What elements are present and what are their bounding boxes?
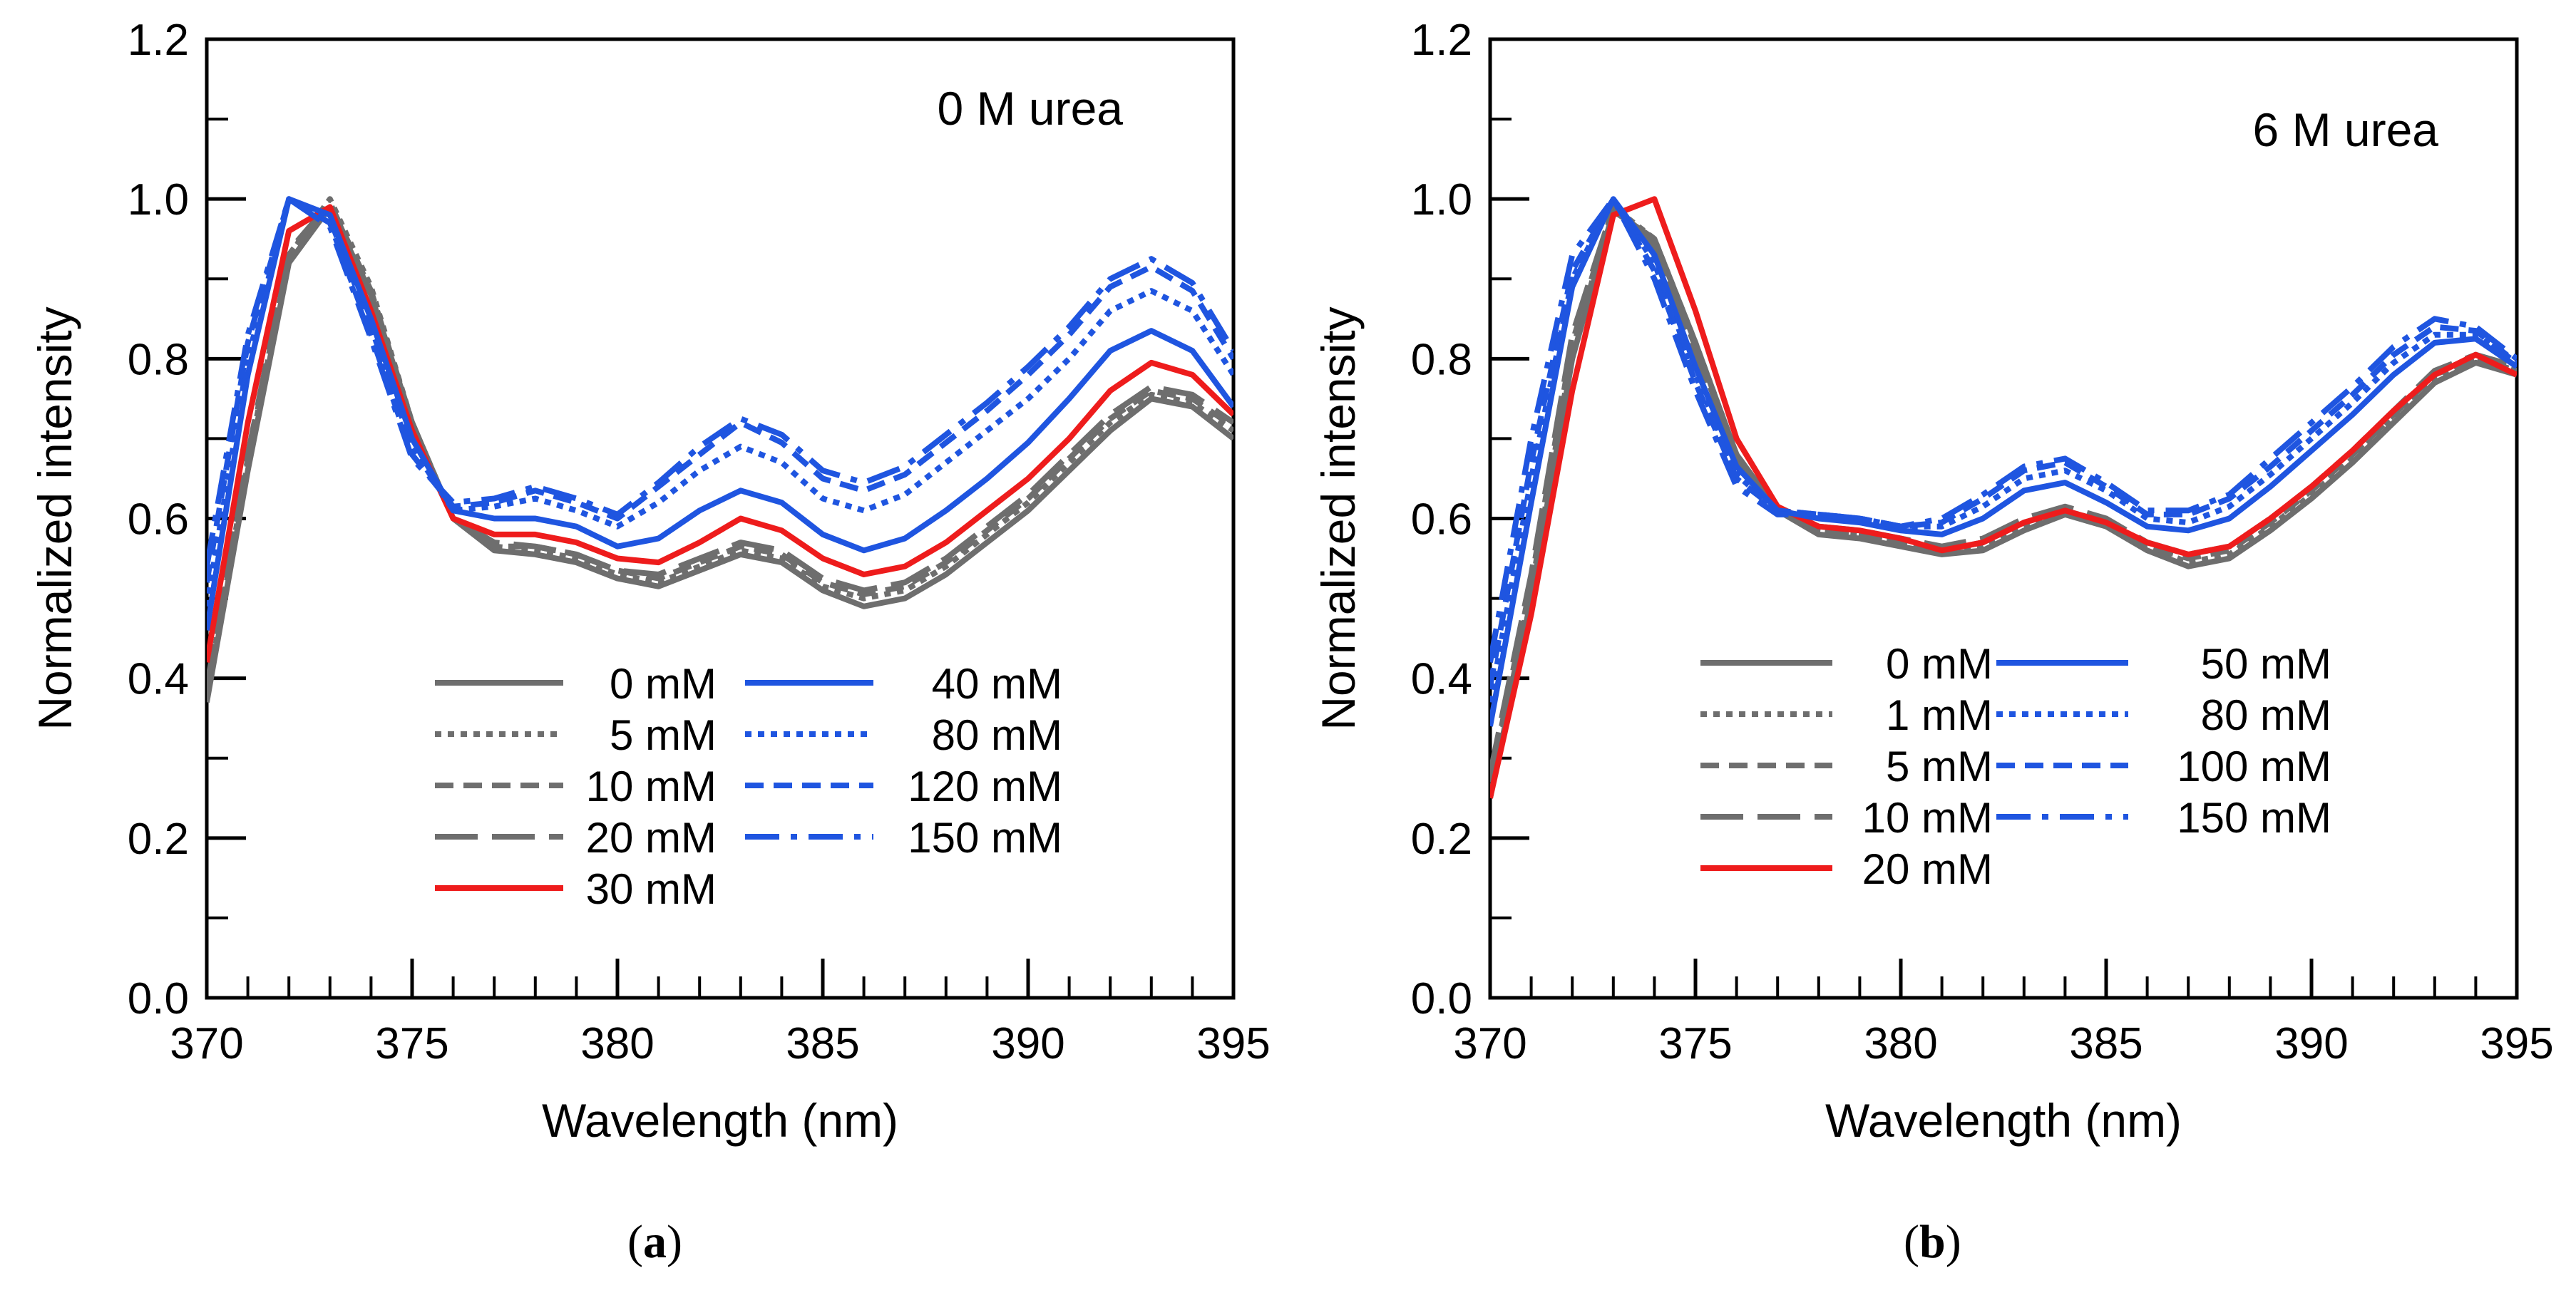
series-line-a-120mm [207, 196, 1233, 583]
chart-panel-b: 370 375 380 385 390 395 0.0 0.2 0.4 0.6 0.8 1.0 1.2 W… [1312, 16, 2554, 1147]
plot-frame-b [1488, 37, 2519, 1000]
series-line-a-10mm [207, 200, 1233, 691]
series-line-a-5mm [207, 196, 1233, 695]
panel-label-a-open: ( [627, 1216, 643, 1268]
x-axis-title-a: Wavelength (nm) [542, 1094, 898, 1147]
panel-label-b-close: ) [1945, 1216, 1961, 1268]
panel-label-b: (b) [1904, 1215, 1961, 1269]
panel-label-a-close: ) [666, 1216, 682, 1268]
y-tick-label-b: 0.0 [1411, 974, 1472, 1023]
y-tick-label-a: 0.2 [128, 815, 189, 864]
legend-label-b-20mm: 20 mM [1862, 845, 1993, 893]
legend-label-a-20mm: 20 mM [586, 814, 717, 862]
legend-label-a-40mm: 40 mM [932, 660, 1062, 708]
y-tick-label-b: 0.6 [1411, 495, 1472, 545]
annotation-b: 6 M urea [2253, 103, 2439, 156]
series-group-b [1490, 196, 2517, 799]
annotation-a: 0 M urea [938, 82, 1124, 135]
y-tick-label-b: 0.4 [1411, 655, 1472, 704]
y-axis-title-a: Normalized intensity [29, 306, 81, 730]
legend-label-a-10mm: 10 mM [586, 763, 717, 810]
x-axis-title-b: Wavelength (nm) [1825, 1094, 2182, 1147]
series-line-a-150mm [207, 196, 1233, 567]
x-tick-label-b: 380 [1864, 1019, 1937, 1068]
legend-label-b-5mm: 5 mM [1886, 743, 1993, 790]
y-tick-label-b: 0.8 [1411, 335, 1472, 384]
x-tick-label-b: 395 [2480, 1019, 2553, 1068]
legend-label-b-10mm: 10 mM [1862, 794, 1993, 842]
x-tick-label-b: 390 [2274, 1019, 2348, 1068]
y-tick-label-a: 0.6 [128, 495, 189, 545]
x-tick-label-a: 370 [170, 1019, 243, 1068]
legend-label-b-80mm: 80 mM [2201, 691, 2331, 739]
series-line-b-5mm [1490, 204, 2517, 783]
series-line-b-10mm [1490, 204, 2517, 775]
series-line-b-20mm [1490, 196, 2517, 799]
legend-label-b-150mm: 150 mM [2177, 794, 2331, 842]
panel-label-a: (a) [627, 1215, 682, 1269]
legend-label-b-50mm: 50 mM [2201, 640, 2331, 688]
panel-label-b-letter: b [1919, 1216, 1946, 1268]
y-axis-title-b: Normalized intensity [1312, 306, 1365, 730]
legend-label-b-100mm: 100 mM [2177, 743, 2331, 790]
y-tick-label-a: 0.8 [128, 335, 189, 384]
y-tick-label-b: 1.2 [1411, 16, 1472, 65]
legend-label-a-150mm: 150 mM [908, 814, 1062, 862]
legend-label-a-30mm: 30 mM [586, 865, 717, 913]
series-line-b-50mm [1490, 196, 2517, 727]
plot-frame-a [205, 37, 1236, 1000]
x-tick-label-b: 370 [1453, 1019, 1526, 1068]
y-tick-label-b: 0.2 [1411, 815, 1472, 864]
x-tick-label-b: 375 [1658, 1019, 1732, 1068]
x-tick-label-a: 395 [1196, 1019, 1270, 1068]
series-group-a [207, 196, 1233, 703]
y-tick-label-b: 1.0 [1411, 175, 1472, 225]
legend-label-b-1mm: 1 mM [1886, 691, 1993, 739]
legend-label-a-0mm: 0 mM [610, 660, 717, 708]
chart-panel-a: 370 375 380 385 390 395 0.0 0.2 0.4 0.6 0.8 1.0 1.2 W… [29, 16, 1271, 1147]
legend-label-a-120mm: 120 mM [908, 763, 1062, 810]
series-line-b-150mm [1490, 196, 2517, 664]
series-line-a-80mm [207, 196, 1233, 607]
panel-label-a-letter: a [642, 1216, 667, 1268]
y-tick-label-a: 1.0 [128, 175, 189, 225]
panel-label-b-open: ( [1904, 1216, 1919, 1268]
x-tick-label-a: 380 [580, 1019, 654, 1068]
legend-label-a-5mm: 5 mM [610, 711, 717, 759]
legend-label-b-0mm: 0 mM [1886, 640, 1993, 688]
y-tick-label-a: 0.4 [128, 655, 189, 704]
y-tick-label-a: 0.0 [128, 974, 189, 1023]
x-tick-label-a: 390 [991, 1019, 1064, 1068]
series-line-a-20mm [207, 200, 1233, 687]
series-line-b-1mm [1490, 204, 2517, 791]
x-tick-label-a: 375 [375, 1019, 448, 1068]
y-tick-label-a: 1.2 [128, 16, 189, 65]
legend-label-a-80mm: 80 mM [932, 711, 1062, 759]
x-tick-label-b: 385 [2069, 1019, 2143, 1068]
x-tick-label-a: 385 [786, 1019, 859, 1068]
